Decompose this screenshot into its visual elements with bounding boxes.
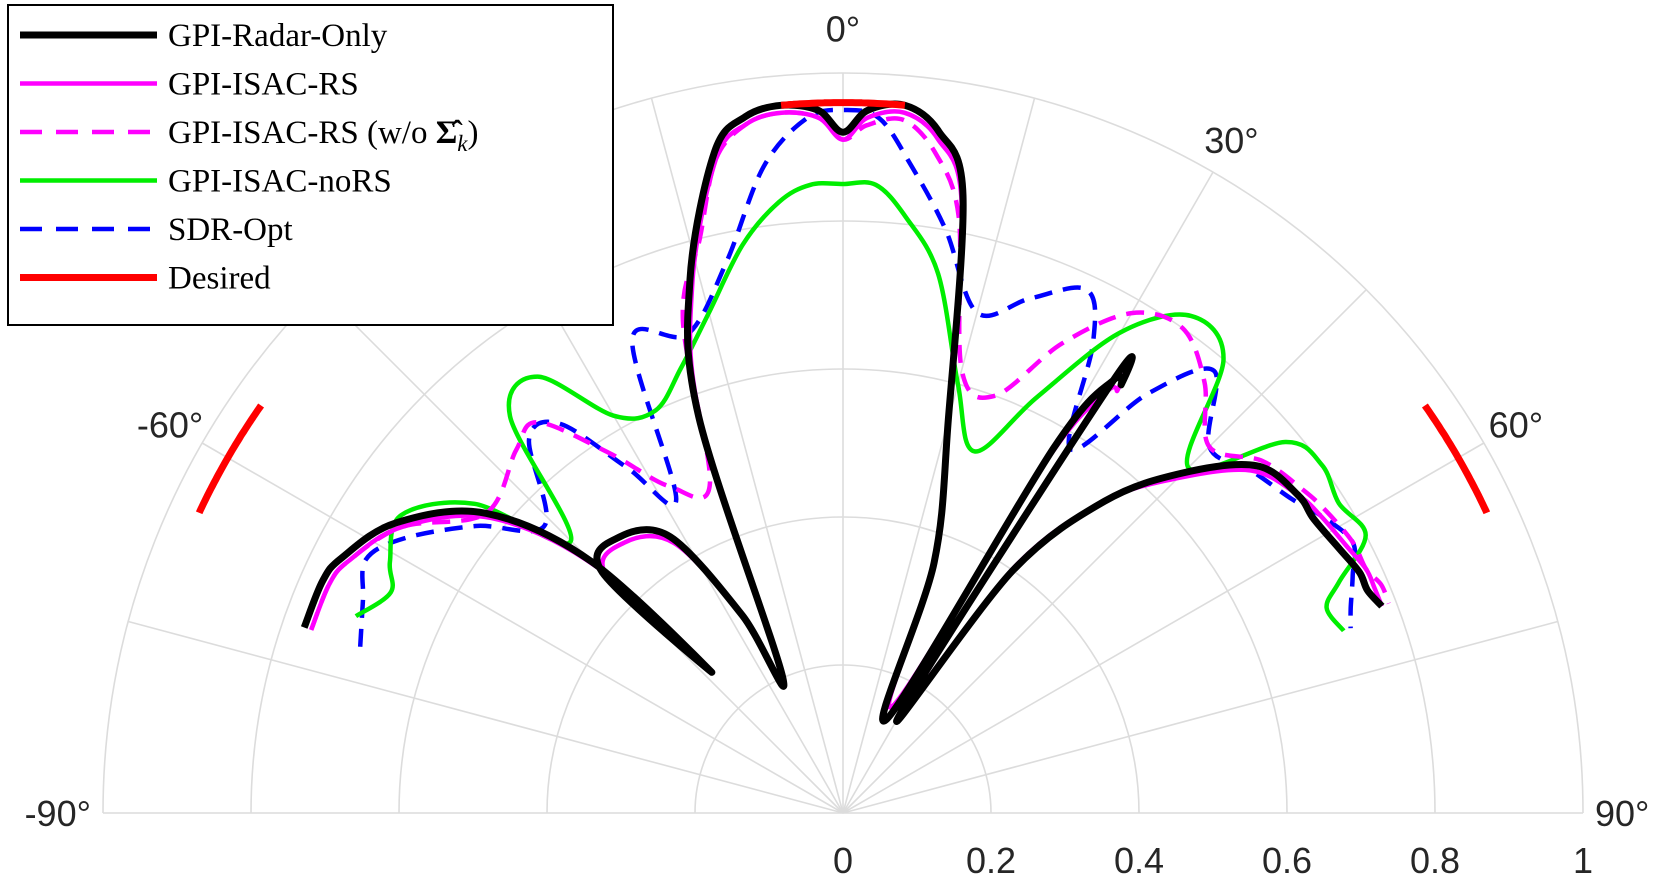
angle-tick-label: -60° [137, 405, 203, 446]
series-desired-segment [1421, 403, 1491, 515]
grid-spoke [842, 289, 1367, 814]
radial-tick-label: 0.2 [966, 840, 1016, 880]
legend-label: GPI-ISAC-noRS [168, 164, 392, 200]
series-gpi-isac-rs-w-o-k-line [309, 110, 1391, 631]
tick-labels: -90° -60° 0° 30° 60° 90° 0 0.2 0.4 0.6 0.8 1 [25, 9, 1650, 880]
legend: GPI-Radar-Only GPI-ISAC-RS GPI-ISAC-RS (w/… [7, 4, 614, 326]
legend-label: GPI-ISAC-RS [168, 67, 359, 103]
grid-spoke [201, 442, 844, 814]
legend-entries: GPI-Radar-Only GPI-ISAC-RS GPI-ISAC-RS (w/… [20, 18, 479, 297]
series-gpi-isac-nors-line [354, 179, 1368, 633]
grid-spoke [842, 620, 1558, 814]
angle-tick-label: 90° [1595, 793, 1649, 834]
radial-tick-label: 0.8 [1410, 840, 1460, 880]
legend-label: SDR-Opt [168, 212, 293, 248]
angle-tick-label: 30° [1204, 120, 1258, 161]
grid-spoke [842, 442, 1485, 814]
legend-label: GPI-ISAC-RS (w/o Σ̂k) [168, 115, 479, 156]
grid-spoke [128, 620, 844, 814]
radial-tick-label: 0.6 [1262, 840, 1312, 880]
radial-tick-label: 0.4 [1114, 840, 1164, 880]
legend-box [7, 4, 614, 326]
series-desired-segment [195, 403, 265, 515]
angle-tick-label: -90° [25, 793, 91, 834]
series-desired-segment [780, 99, 906, 109]
radial-tick-label: 0 [833, 840, 853, 880]
grid-spoke [650, 98, 844, 814]
angle-tick-label: 60° [1489, 405, 1543, 446]
angle-tick-label: 0° [826, 9, 860, 50]
legend-label: GPI-Radar-Only [168, 18, 388, 54]
series-gpi-radar-only-line [300, 100, 1385, 725]
legend-label: Desired [168, 261, 271, 297]
radial-tick-label: 1 [1573, 840, 1593, 880]
series-sdr-opt-line [357, 107, 1358, 647]
series-layer [195, 99, 1491, 725]
grid-spoke [842, 98, 1036, 814]
